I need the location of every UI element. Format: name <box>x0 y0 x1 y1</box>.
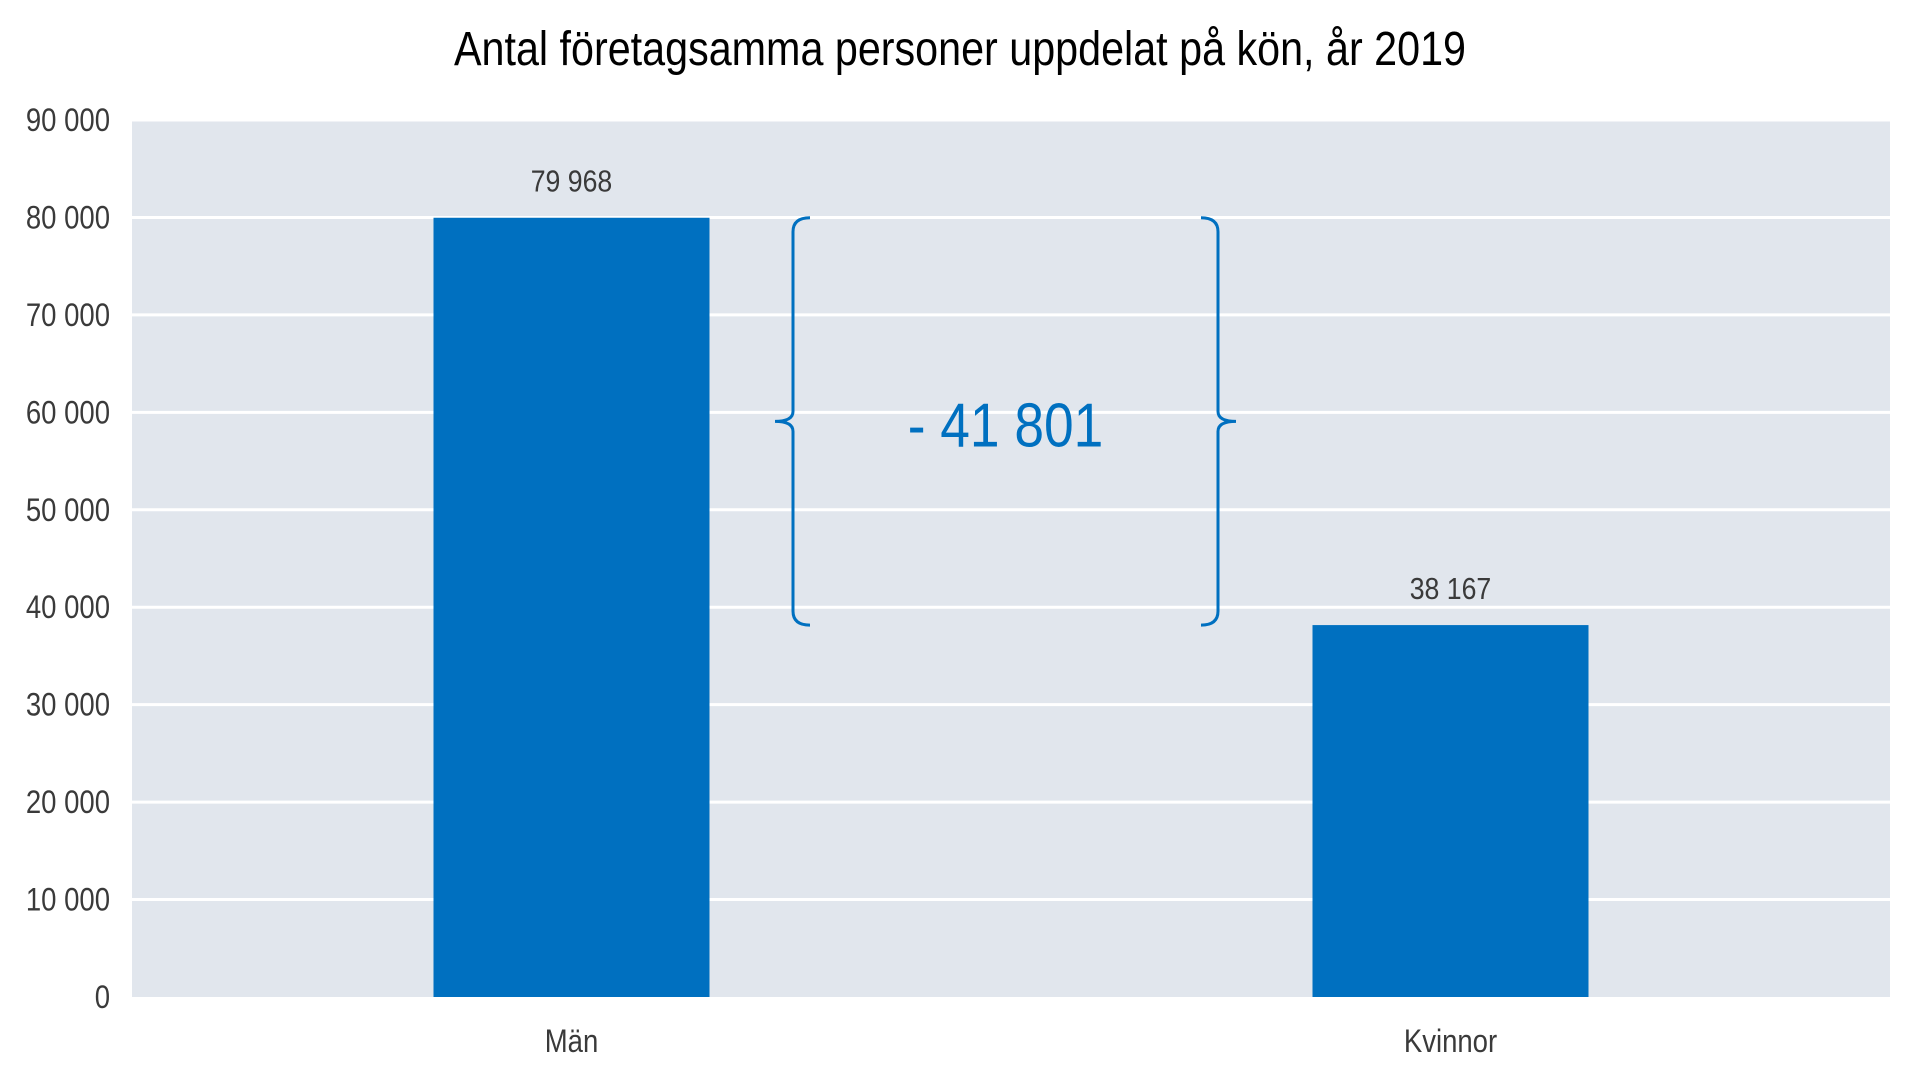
y-tick-label: 90 000 <box>26 103 110 138</box>
x-tick-label: Män <box>545 1024 599 1059</box>
y-tick-label: 10 000 <box>26 883 110 918</box>
y-tick-label: 80 000 <box>26 201 110 236</box>
y-tick-label: 20 000 <box>26 785 110 820</box>
bar-1 <box>433 217 710 997</box>
y-tick-label: 0 <box>95 980 110 1015</box>
chart-title: Antal företagsamma personer uppdelat på … <box>453 23 1467 76</box>
y-tick-label: 60 000 <box>26 395 110 430</box>
data-label: 79 968 <box>531 165 613 199</box>
y-tick-label: 30 000 <box>26 688 110 723</box>
y-tick-label: 50 000 <box>26 493 110 528</box>
bar-2 <box>1312 625 1589 997</box>
right-brace <box>1200 216 1237 627</box>
plot-area <box>132 120 1890 997</box>
y-tick-label: 70 000 <box>26 298 110 333</box>
difference-annotation: - 41 801 <box>908 392 1104 461</box>
data-label: 38 167 <box>1410 572 1492 606</box>
x-tick-label: Kvinnor <box>1404 1024 1497 1059</box>
y-tick-label: 40 000 <box>26 590 110 625</box>
left-brace <box>774 216 811 627</box>
